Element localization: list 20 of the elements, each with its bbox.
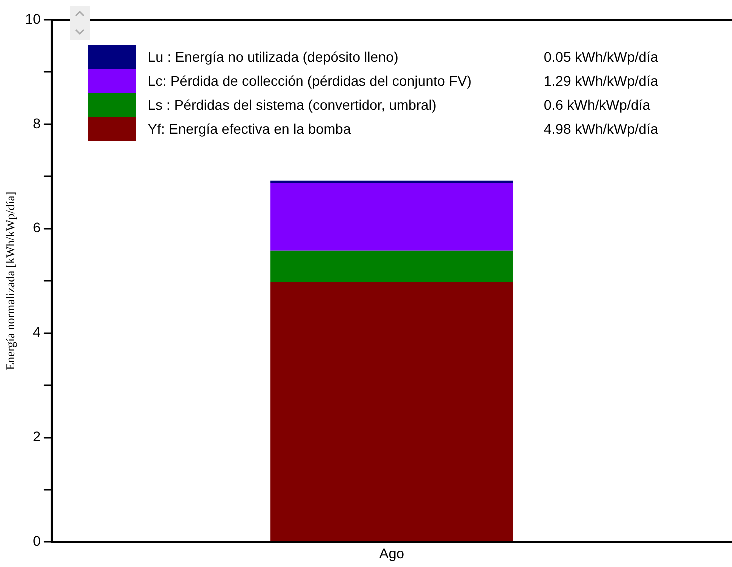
legend-label: Ls : Pérdidas del sistema (convertidor, umbral)	[148, 97, 438, 113]
legend-label: Lc: Pérdida de collección (pérdidas del conjunto FV)	[148, 73, 473, 89]
annotation: 4.98 kWh/kWp/día	[544, 121, 658, 137]
y-tick-label: 6	[33, 220, 42, 236]
bar	[270, 250, 514, 282]
y-tick-label: 0	[33, 533, 42, 550]
y-tick-label: 10	[25, 10, 42, 27]
bar	[270, 180, 514, 184]
annotation: 0.6 kWh/kWp/día	[544, 97, 651, 113]
y-tick-label: 4	[33, 324, 42, 340]
annotation: 0.05 kWh/kWp/día	[544, 49, 658, 65]
legend-label: Yf: Energía efectiva en la bomba	[148, 121, 352, 137]
x-tick-label: Ago	[380, 545, 405, 562]
y-tick-label: 2	[33, 428, 42, 445]
y-tick-label: 8	[33, 115, 42, 132]
annotation: 1.29 kWh/kWp/día	[544, 73, 658, 89]
bar	[270, 282, 514, 542]
legend-label: Lu : Energía no utilizada (depósito lleno)	[148, 49, 400, 65]
y-axis-title: Energía normalizada [kWh/kWp/día]	[3, 192, 18, 370]
bar	[270, 183, 514, 251]
